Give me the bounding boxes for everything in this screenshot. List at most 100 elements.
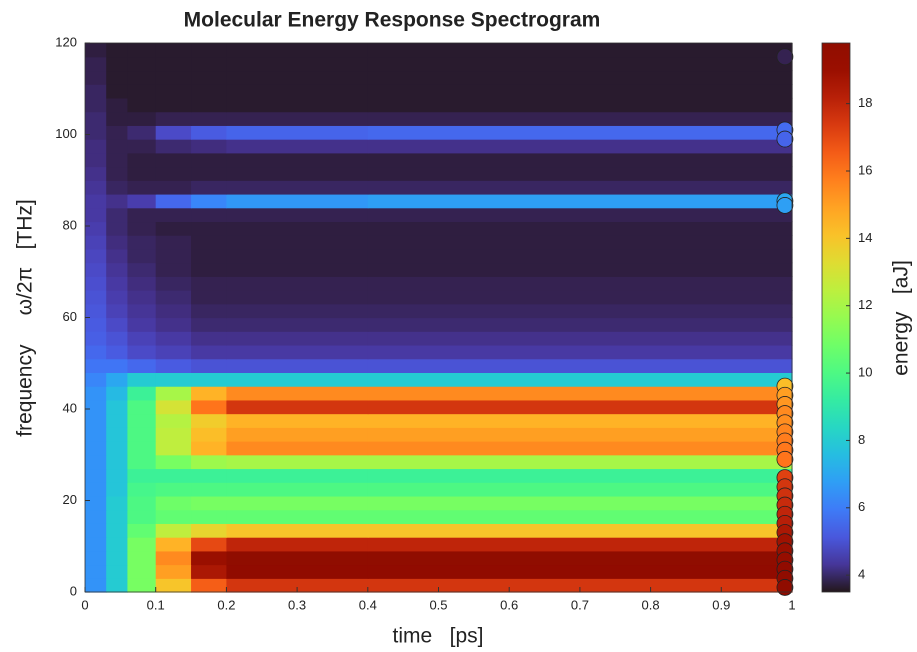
heatmap-cell xyxy=(191,303,227,319)
heatmap-cell xyxy=(106,111,129,126)
heatmap-cell xyxy=(106,180,129,195)
heatmap-cell xyxy=(106,152,129,168)
heatmap-cell xyxy=(127,111,157,126)
heatmap-cell xyxy=(191,344,227,360)
heatmap-cell xyxy=(127,276,157,291)
heatmap-cell xyxy=(106,386,129,401)
heatmap-cell xyxy=(127,550,157,566)
heatmap-cell xyxy=(106,43,129,58)
heatmap-cell xyxy=(127,372,157,387)
heatmap-cell xyxy=(85,97,107,113)
heatmap-cell xyxy=(367,125,793,140)
heatmap-cell xyxy=(226,537,369,552)
heatmap-cell xyxy=(127,56,157,72)
heatmap-cell xyxy=(367,70,793,85)
heatmap-cell xyxy=(85,152,107,168)
heatmap-cell xyxy=(191,509,227,524)
heatmap-cell xyxy=(367,262,793,277)
heatmap-cell xyxy=(85,43,107,58)
colorbar-tick-label: 18 xyxy=(858,95,872,110)
scatter-point xyxy=(776,48,794,66)
heatmap-cell xyxy=(85,413,107,428)
heatmap-cell xyxy=(85,111,107,126)
heatmap-cell xyxy=(85,468,107,483)
heatmap-cell xyxy=(155,495,192,511)
heatmap-cell xyxy=(155,166,192,181)
heatmap-cell xyxy=(127,290,157,305)
heatmap-cell xyxy=(367,290,793,305)
heatmap-cell xyxy=(106,468,129,483)
heatmap-cell xyxy=(367,43,793,58)
heatmap-cell xyxy=(127,193,157,209)
heatmap-cell xyxy=(127,537,157,552)
heatmap-cell xyxy=(226,262,369,277)
heatmap-cell xyxy=(127,386,157,401)
heatmap-cell xyxy=(367,152,793,168)
heatmap-cell xyxy=(191,97,227,113)
heatmap-cell xyxy=(155,221,192,236)
heatmap-cell xyxy=(106,262,129,277)
heatmap-cell xyxy=(106,331,129,346)
heatmap-cell xyxy=(226,399,369,415)
heatmap-cell xyxy=(226,386,369,401)
heatmap-cell xyxy=(226,550,369,566)
heatmap-cell xyxy=(85,578,107,593)
colorbar-tick-label: 12 xyxy=(858,297,872,312)
heatmap-cell xyxy=(367,578,793,593)
heatmap-cell xyxy=(367,84,793,99)
heatmap-cell xyxy=(191,248,227,264)
heatmap-cell xyxy=(191,399,227,415)
heatmap-cell xyxy=(226,235,369,250)
x-tick-label: 0.5 xyxy=(429,597,447,612)
heatmap-cell xyxy=(191,207,227,223)
heatmap-cell xyxy=(106,372,129,387)
heatmap-cell xyxy=(367,166,793,181)
heatmap-cell xyxy=(155,303,192,319)
heatmap-cell xyxy=(106,125,129,140)
heatmap-cell xyxy=(127,564,157,579)
heatmap-cell xyxy=(226,193,369,209)
heatmap-cell xyxy=(155,207,192,223)
colorbar-tick-label: 14 xyxy=(858,230,872,245)
heatmap-cell xyxy=(127,482,157,497)
heatmap-cell xyxy=(367,495,793,511)
heatmap-cell xyxy=(191,276,227,291)
heatmap-cell xyxy=(191,262,227,277)
heatmap-cell xyxy=(85,221,107,236)
heatmap-cell xyxy=(127,248,157,264)
heatmap-cell xyxy=(85,70,107,85)
heatmap-cell xyxy=(191,454,227,470)
heatmap-cell xyxy=(191,482,227,497)
heatmap-cell xyxy=(191,43,227,58)
heatmap-cell xyxy=(367,56,793,72)
heatmap-cell xyxy=(367,523,793,538)
heatmap-cell xyxy=(106,70,129,85)
heatmap-cell xyxy=(127,344,157,360)
heatmap-cell xyxy=(106,523,129,538)
heatmap-cell xyxy=(127,468,157,483)
heatmap-cell xyxy=(367,331,793,346)
heatmap-cell xyxy=(367,235,793,250)
heatmap-cell xyxy=(226,248,369,264)
x-tick-label: 0.2 xyxy=(217,597,235,612)
heatmap-cell xyxy=(106,441,129,456)
x-tick-label: 0.6 xyxy=(500,597,518,612)
heatmap-cell xyxy=(127,523,157,538)
heatmap-cell xyxy=(226,56,369,72)
heatmap-cell xyxy=(106,56,129,72)
heatmap-cell xyxy=(155,235,192,250)
heatmap-cell xyxy=(226,344,369,360)
heatmap-cell xyxy=(226,564,369,579)
heatmap-cell xyxy=(85,193,107,209)
heatmap-cell xyxy=(85,399,107,415)
heatmap-cell xyxy=(85,180,107,195)
heatmap-cell xyxy=(367,427,793,442)
heatmap-cell xyxy=(155,413,192,428)
heatmap-cell xyxy=(155,509,192,524)
heatmap-cell xyxy=(155,276,192,291)
heatmap-cell xyxy=(367,441,793,456)
heatmap-cell xyxy=(367,372,793,387)
heatmap-cell xyxy=(85,509,107,524)
heatmap-cell xyxy=(85,454,107,470)
heatmap-cell xyxy=(155,386,192,401)
